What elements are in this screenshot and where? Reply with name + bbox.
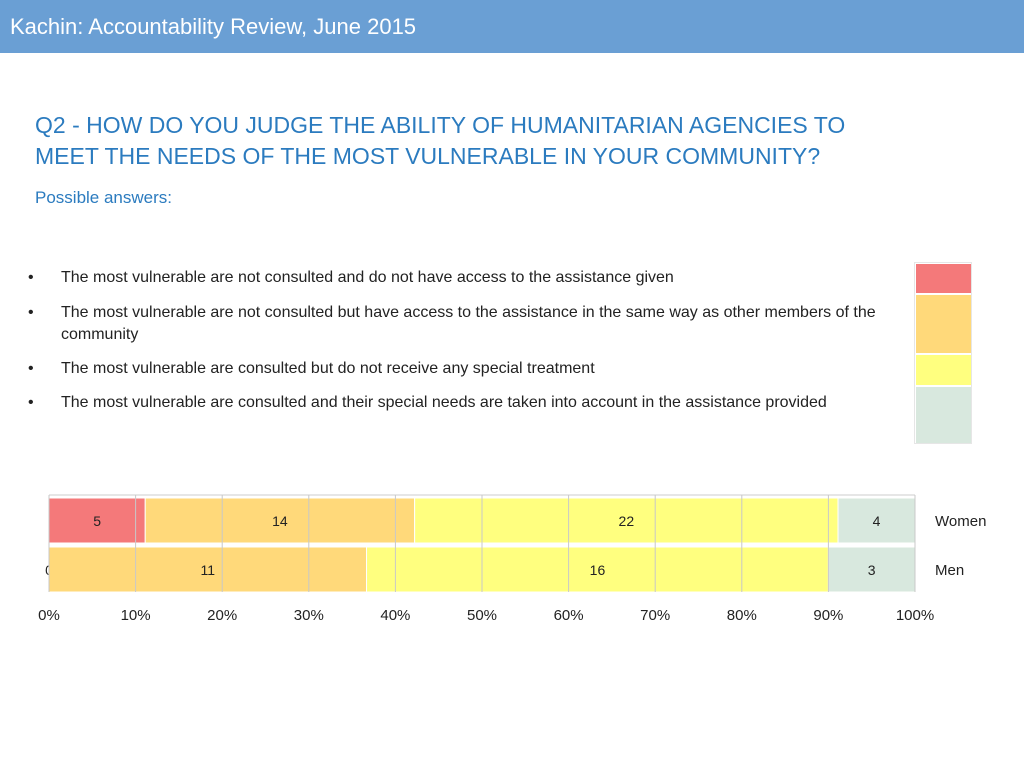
question-title: Q2 - HOW DO YOU JUDGE THE ABILITY OF HUM… xyxy=(35,110,995,172)
bullet-icon: • xyxy=(28,304,34,321)
x-tick-label: 50% xyxy=(467,607,497,624)
answer-text: The most vulnerable are consulted and th… xyxy=(61,394,827,411)
x-tick-label: 30% xyxy=(294,607,324,624)
bullet-icon: • xyxy=(28,360,34,377)
legend-swatch-not-consulted-no-access xyxy=(916,264,971,293)
x-tick-label: 100% xyxy=(896,607,934,624)
data-label: 14 xyxy=(272,513,288,529)
bar-segment xyxy=(366,546,829,593)
x-tick-label: 20% xyxy=(207,607,237,624)
x-tick-label: 40% xyxy=(380,607,410,624)
legend-color-key xyxy=(914,262,972,444)
x-tick-label: 90% xyxy=(813,607,843,624)
bar-segment xyxy=(48,546,368,593)
bullet-icon: • xyxy=(28,394,34,411)
bullet-icon: • xyxy=(28,269,34,286)
answer-text: The most vulnerable are not consulted an… xyxy=(61,269,674,286)
bar-segment xyxy=(827,546,916,593)
bar-segment xyxy=(837,497,916,544)
stacked-bar-chart: 514224Women011163Men0%10%20%30%40%50%60%… xyxy=(38,494,986,624)
x-tick-label: 70% xyxy=(640,607,670,624)
header-bar: Kachin: Accountability Review, June 2015 xyxy=(0,0,1024,53)
legend-swatch-not-consulted-with-access xyxy=(916,295,971,353)
data-label: 16 xyxy=(590,562,606,578)
legend-swatch-consulted-special-needs xyxy=(916,387,971,443)
possible-answers-label: Possible answers: xyxy=(35,188,173,207)
data-label: 3 xyxy=(868,562,876,578)
answer-text: The most vulnerable are consulted but do… xyxy=(61,360,595,377)
data-label: 11 xyxy=(200,562,215,578)
data-label: 5 xyxy=(93,513,101,529)
category-label: Men xyxy=(935,562,964,579)
x-tick-label: 0% xyxy=(38,607,60,624)
question-line-2: MEET THE NEEDS OF THE MOST VULNERABLE IN… xyxy=(35,143,821,169)
answer-text: The most vulnerable are not consulted bu… xyxy=(61,304,876,343)
x-tick-label: 80% xyxy=(727,607,757,624)
x-tick-label: 60% xyxy=(554,607,584,624)
x-tick-label: 10% xyxy=(121,607,151,624)
category-label: Women xyxy=(935,513,986,530)
data-label: 22 xyxy=(619,513,635,529)
legend-swatch-consulted-no-special-treatment xyxy=(916,355,971,385)
presentation-title: Kachin: Accountability Review, June 2015 xyxy=(10,14,417,39)
data-label: 4 xyxy=(873,513,881,529)
question-line-1: Q2 - HOW DO YOU JUDGE THE ABILITY OF HUM… xyxy=(35,112,846,138)
bar-segment xyxy=(144,497,416,544)
